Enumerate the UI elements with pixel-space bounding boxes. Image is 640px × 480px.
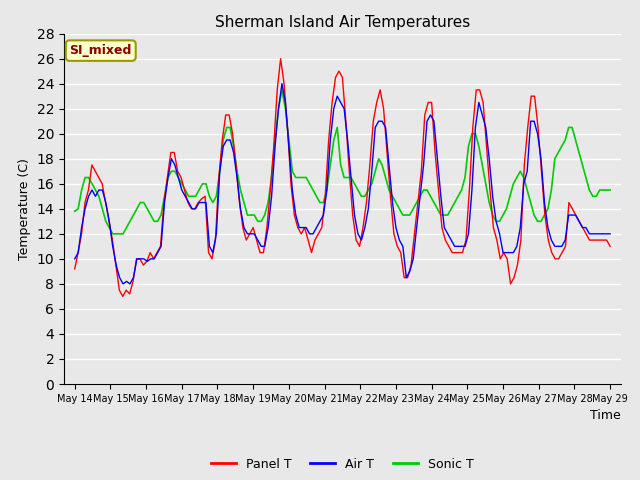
X-axis label: Time: Time [590, 409, 621, 422]
Y-axis label: Temperature (C): Temperature (C) [18, 158, 31, 260]
Title: Sherman Island Air Temperatures: Sherman Island Air Temperatures [215, 15, 470, 30]
Legend: Panel T, Air T, Sonic T: Panel T, Air T, Sonic T [206, 453, 479, 476]
Text: SI_mixed: SI_mixed [70, 44, 132, 57]
